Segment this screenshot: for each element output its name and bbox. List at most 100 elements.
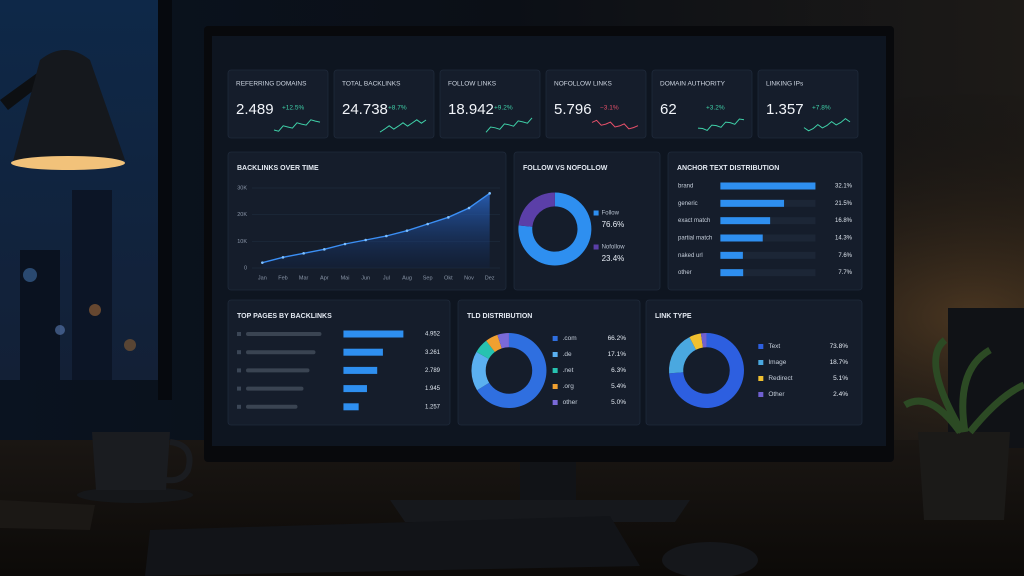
category-label: partial match <box>678 236 712 242</box>
legend-swatch <box>758 376 764 381</box>
y-tick-label: 10K <box>237 239 247 245</box>
panel <box>757 69 859 139</box>
kpi-change: −3.1% <box>600 105 619 112</box>
sparkline <box>803 117 851 132</box>
kpi-value: 24.738 <box>342 101 388 118</box>
point <box>467 206 471 210</box>
mug <box>92 432 170 490</box>
mouse <box>662 542 758 576</box>
bullet <box>237 368 241 373</box>
value-label: 23.4% <box>602 254 625 263</box>
redacted-label <box>246 350 316 355</box>
category-label: other <box>678 270 692 276</box>
x-tick-label: Apr <box>320 275 329 281</box>
chart-title: TOP PAGES BY BACKLINKS <box>237 313 332 320</box>
value-label: 76.6% <box>602 220 625 229</box>
y-tick-label: 20K <box>237 212 247 218</box>
bokeh <box>55 325 65 335</box>
bar-track <box>720 234 816 242</box>
donut-segment <box>476 340 495 359</box>
kpi-value: 5.796 <box>554 101 592 118</box>
donut-segment <box>700 333 707 348</box>
point <box>447 216 450 219</box>
plant-leaves <box>903 337 1024 435</box>
bokeh <box>89 304 101 316</box>
donut-segment <box>497 333 509 349</box>
legend-label: Redirect <box>768 375 792 382</box>
value-label: 5.4% <box>611 383 626 390</box>
x-tick-label: Feb <box>278 275 287 281</box>
kpi-change: +3.2% <box>706 105 725 112</box>
plant-pot <box>918 432 1010 520</box>
value-label: 1.945 <box>425 386 441 392</box>
donut-segment <box>668 337 696 374</box>
category-label: exact match <box>678 218 710 224</box>
donut-segment <box>486 334 502 353</box>
panel <box>439 69 541 139</box>
redacted-label <box>246 368 310 373</box>
kpi-label: TOTAL BACKLINKS <box>342 81 401 88</box>
bar <box>720 199 785 207</box>
value-label: 16.8% <box>835 218 853 224</box>
point <box>488 192 491 195</box>
point <box>323 248 326 251</box>
value-label: 7.6% <box>838 253 852 259</box>
value-label: 5.1% <box>833 375 848 382</box>
point <box>281 256 285 259</box>
point <box>343 242 347 246</box>
redacted-label <box>246 386 304 391</box>
value-label: 21.5% <box>835 201 853 207</box>
kpi-value: 2.489 <box>236 101 274 118</box>
kpi-change: +12.5% <box>282 105 304 112</box>
legend-label: .net <box>563 367 574 374</box>
bar <box>720 182 816 190</box>
chart-title: ANCHOR TEXT DISTRIBUTION <box>677 165 779 172</box>
bar <box>343 366 378 374</box>
sparkline <box>485 117 533 133</box>
saucer <box>77 487 193 503</box>
value-label: 4.952 <box>425 332 441 338</box>
legend-label: .de <box>563 351 572 358</box>
category-label: generic <box>678 201 698 207</box>
value-label: 5.0% <box>611 399 626 406</box>
chart-title: FOLLOW VS NOFOLLOW <box>523 165 608 172</box>
panel <box>333 69 435 139</box>
chart-title: BACKLINKS OVER TIME <box>237 165 319 172</box>
bullet <box>237 332 241 336</box>
donut-segment <box>669 333 744 408</box>
monitor-base <box>390 500 690 522</box>
legend-swatch <box>593 210 599 216</box>
donut-segment <box>518 192 592 266</box>
bullet <box>237 386 241 391</box>
dashboard: REFERRING DOMAINS 2.489 +12.5% TOTAL BACKLI… <box>227 69 863 426</box>
redacted-label <box>246 404 298 409</box>
bar-track <box>720 251 816 259</box>
legend-label: .com <box>563 335 577 342</box>
sparkline <box>379 119 427 133</box>
value-label: 14.3% <box>835 236 853 242</box>
legend-label: Image <box>768 359 786 366</box>
bokeh <box>124 339 136 351</box>
legend-label: Text <box>768 343 780 350</box>
kpi-label: NOFOLLOW LINKS <box>554 81 612 88</box>
value-label: 73.8% <box>830 343 849 350</box>
point <box>426 222 429 226</box>
legend-swatch <box>593 244 599 250</box>
lamp-light <box>11 156 125 170</box>
bar <box>343 385 367 393</box>
bar <box>343 330 404 338</box>
legend-label: .org <box>563 383 575 390</box>
value-label: 66.2% <box>608 335 627 342</box>
kpi-label: FOLLOW LINKS <box>448 81 497 88</box>
sparkline <box>591 119 639 130</box>
value-label: 6.3% <box>611 367 626 374</box>
legend-swatch <box>552 384 558 389</box>
point <box>302 252 305 255</box>
donut-segment <box>689 333 703 350</box>
bullet <box>237 350 241 355</box>
bar <box>720 217 771 225</box>
category-label: brand <box>678 184 693 190</box>
kpi-label: DOMAIN AUTHORITY <box>660 81 726 88</box>
legend-swatch <box>552 368 558 373</box>
